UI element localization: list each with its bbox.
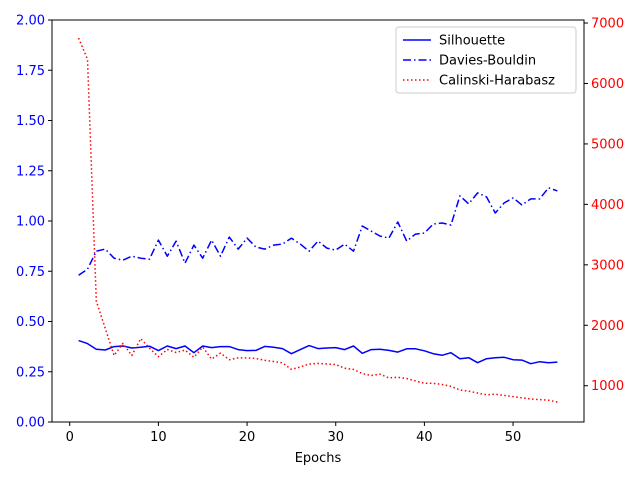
y-left-axis: 0.00 0.25 0.50 0.75 1.00 1.25 1.50 1.75 2.00 <box>16 14 52 431</box>
y-left-tick-label: 1.50 <box>16 114 45 129</box>
y-right-axis: 1000 2000 3000 4000 5000 6000 7000 <box>584 17 624 394</box>
x-tick-label: 50 <box>505 430 522 445</box>
y-left-tick-label: 1.25 <box>16 164 45 179</box>
y-left-tick-label: 0.75 <box>16 265 45 280</box>
series-line-silhouette <box>78 339 558 365</box>
y-left-tick-label: 0.50 <box>16 315 45 330</box>
x-tick-label: 40 <box>416 430 433 445</box>
y-right-tick-label: 1000 <box>591 379 624 394</box>
x-axis: 0 10 20 30 40 50 <box>66 422 522 445</box>
x-tick-label: 0 <box>66 430 74 445</box>
y-right-tick-label: 4000 <box>591 198 624 213</box>
x-tick-label: 10 <box>150 430 167 445</box>
legend-items: Silhouette Davies-Bouldin Calinski-Harabas… <box>403 34 555 89</box>
y-right-tick-label: 7000 <box>591 17 624 32</box>
y-right-tick-label: 2000 <box>591 319 624 334</box>
x-tick-label: 30 <box>327 430 344 445</box>
series-layer <box>77 37 558 403</box>
y-left-tick-label: 2.00 <box>16 14 45 29</box>
legend-box <box>395 26 577 94</box>
y-left-tick-label: 0.25 <box>16 365 45 380</box>
legend-label: Silhouette <box>439 34 505 49</box>
y-left-tick-label: 1.00 <box>16 215 45 230</box>
y-right-tick-label: 6000 <box>591 77 624 92</box>
series-line-calinski-harabasz <box>77 37 558 403</box>
series-line-davies-bouldin <box>78 187 558 276</box>
legend-label: Calinski-Harabasz <box>439 74 555 89</box>
x-tick-label: 20 <box>239 430 256 445</box>
y-left-tick-label: 0.00 <box>16 416 45 431</box>
y-right-tick-label: 3000 <box>591 258 624 273</box>
plot-area <box>51 19 585 423</box>
y-right-tick-label: 5000 <box>591 137 624 152</box>
x-axis-label: Epochs <box>295 451 342 466</box>
legend: Silhouette Davies-Bouldin Calinski-Harabas… <box>395 26 577 94</box>
legend-label: Davies-Bouldin <box>439 54 536 69</box>
y-left-tick-label: 1.75 <box>16 64 45 79</box>
